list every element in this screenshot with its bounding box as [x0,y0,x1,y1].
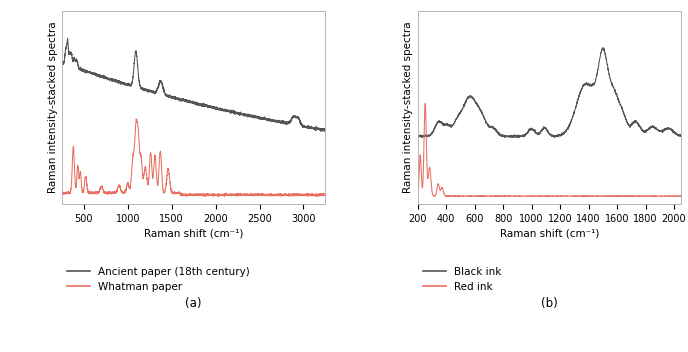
Legend: Ancient paper (18th century), Whatman paper: Ancient paper (18th century), Whatman pa… [67,268,250,291]
Text: (b): (b) [541,297,558,310]
Text: (a): (a) [185,297,202,310]
Y-axis label: Raman intensity-stacked spectra: Raman intensity-stacked spectra [47,21,58,193]
X-axis label: Raman shift (cm⁻¹): Raman shift (cm⁻¹) [144,228,244,238]
Legend: Black ink, Red ink: Black ink, Red ink [423,268,502,291]
Y-axis label: Raman intensity-stacked spectra: Raman intensity-stacked spectra [403,21,413,193]
X-axis label: Raman shift (cm⁻¹): Raman shift (cm⁻¹) [499,228,599,238]
